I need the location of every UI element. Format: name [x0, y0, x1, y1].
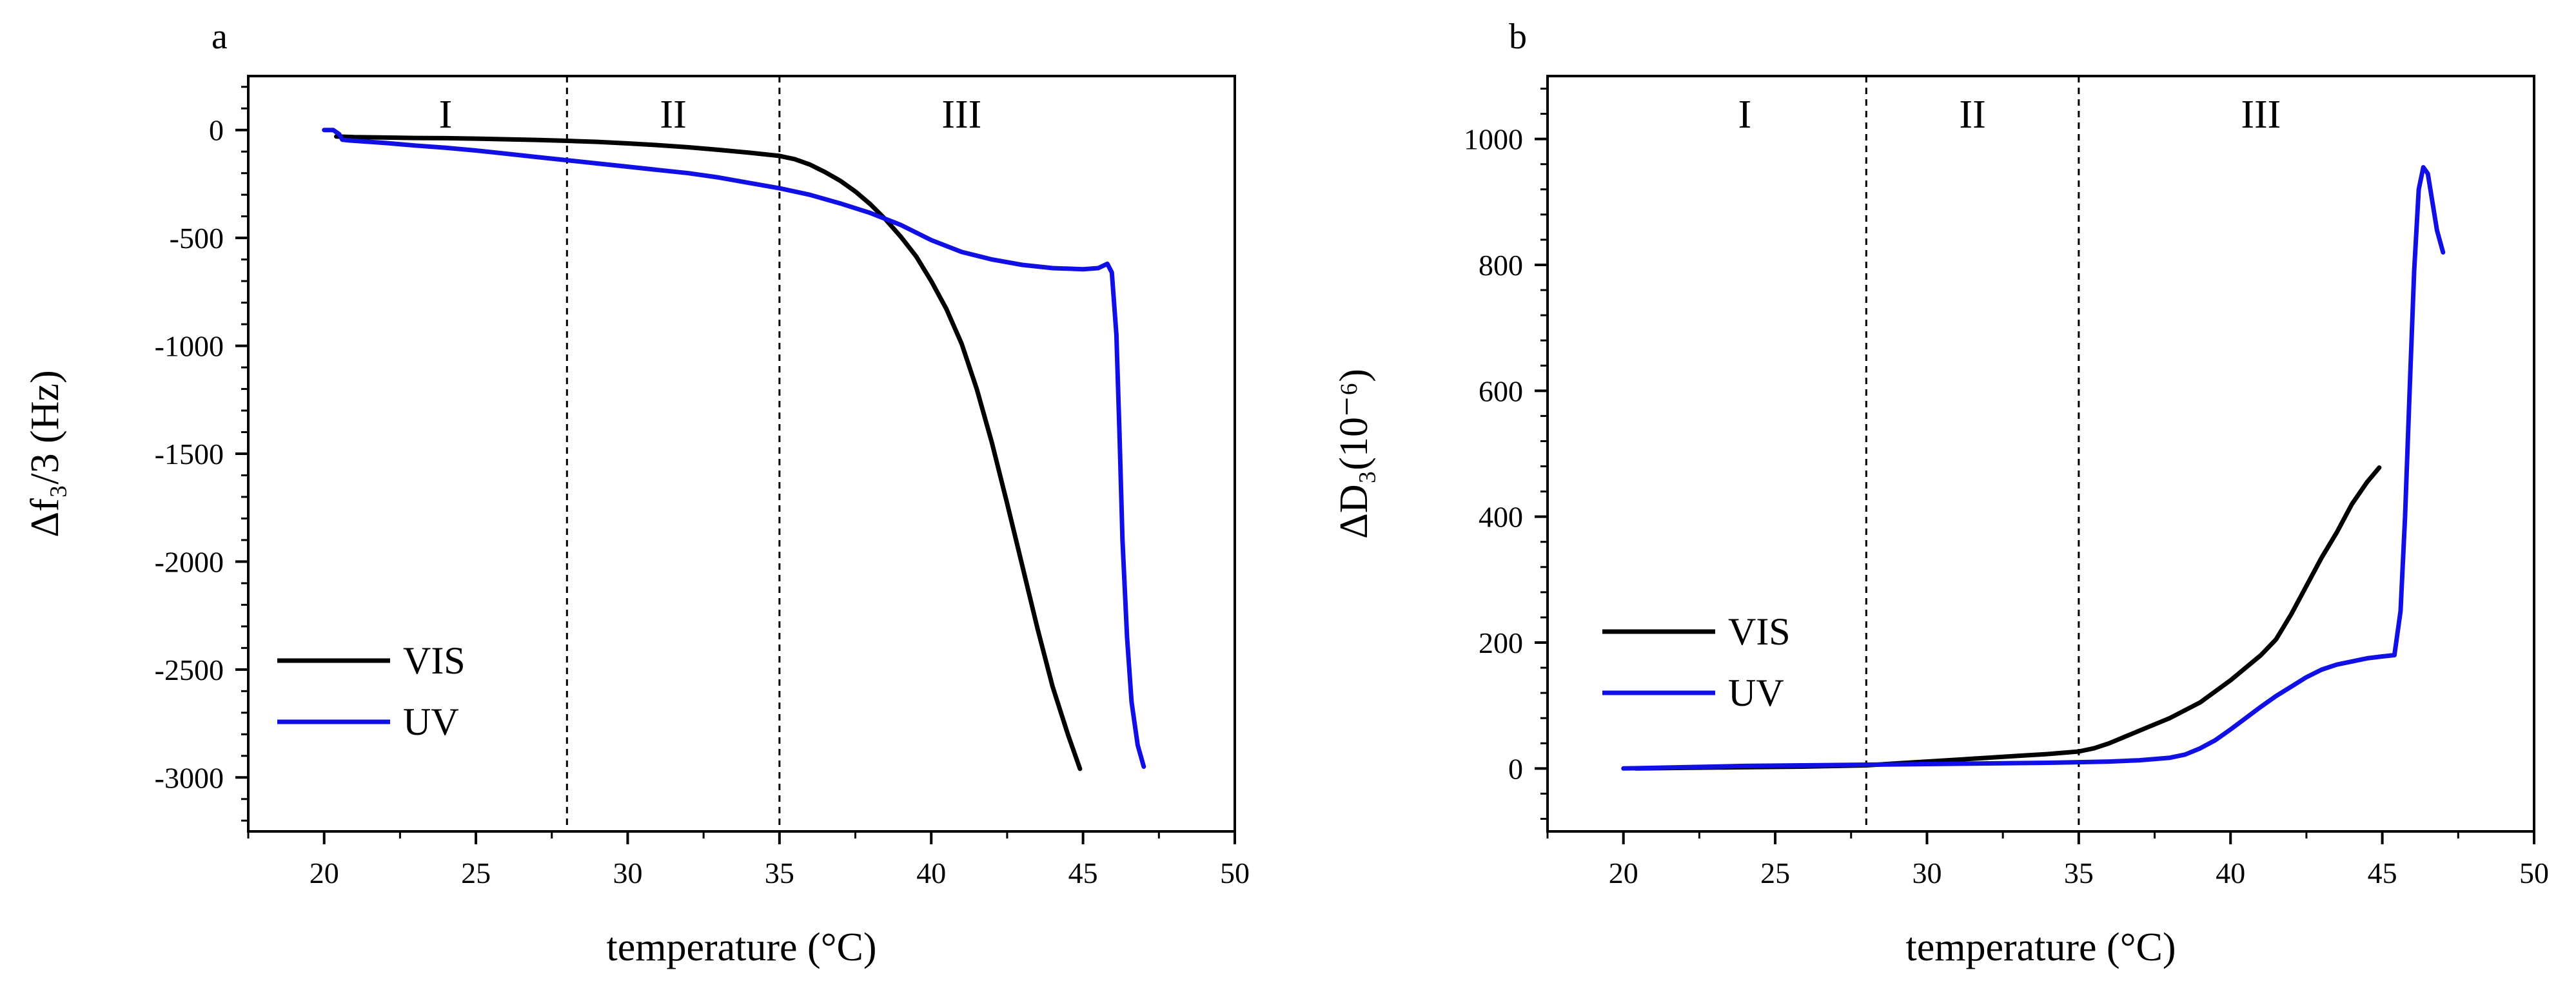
y-tick-label: 800 — [1479, 249, 1523, 282]
x-tick-label: 25 — [461, 857, 491, 889]
y-axis-title: Δf₃/3 (Hz) — [23, 370, 67, 537]
x-tick-label: 35 — [765, 857, 794, 889]
y-tick-label: 200 — [1479, 626, 1523, 659]
x-tick-label: 50 — [1220, 857, 1250, 889]
x-tick-label: 25 — [1760, 857, 1790, 889]
region-label: II — [1959, 93, 1985, 137]
region-label: I — [1738, 93, 1752, 137]
y-tick-label: 400 — [1479, 501, 1523, 534]
y-tick-label: -500 — [170, 222, 224, 255]
series-line-vis — [334, 134, 1083, 771]
region-label: III — [2241, 93, 2281, 137]
legend-label-uv: UV — [403, 701, 459, 743]
x-tick-label: 30 — [1912, 857, 1942, 889]
legend-label-vis: VIS — [1728, 610, 1791, 653]
y-tick-label: -1000 — [155, 330, 224, 363]
x-tick-label: 20 — [1609, 857, 1638, 889]
legend-label-vis: VIS — [403, 639, 466, 682]
y-tick-label: 0 — [1508, 752, 1523, 785]
region-label: I — [439, 93, 453, 137]
x-tick-label: 45 — [1068, 857, 1098, 889]
x-tick-label: 40 — [916, 857, 946, 889]
panel-letter: a — [211, 17, 228, 57]
x-tick-label: 50 — [2519, 857, 2549, 889]
y-tick-label: -2000 — [155, 545, 224, 578]
x-tick-label: 30 — [613, 857, 642, 889]
region-label: II — [660, 93, 686, 137]
x-tick-label: 40 — [2216, 857, 2245, 889]
y-tick-label: -1500 — [155, 438, 224, 470]
plot-frame — [1546, 75, 2535, 833]
series-line-uv — [1621, 165, 2446, 771]
y-tick-label: 0 — [209, 114, 224, 147]
y-tick-label: 600 — [1479, 374, 1523, 407]
y-tick-label: -3000 — [155, 761, 224, 794]
series-line-uv — [322, 128, 1146, 769]
x-axis-title: temperature (°C) — [1906, 926, 2176, 969]
x-tick-label: 20 — [310, 857, 339, 889]
x-axis-title: temperature (°C) — [607, 926, 877, 969]
y-tick-label: -2500 — [155, 654, 224, 686]
legend-label-uv: UV — [1728, 672, 1784, 714]
x-tick-label: 45 — [2368, 857, 2397, 889]
x-tick-label: 35 — [2064, 857, 2094, 889]
region-label: III — [941, 93, 981, 137]
y-axis-title: ΔD₃(10⁻⁶) — [1332, 369, 1376, 539]
panel-letter: b — [1509, 17, 1527, 57]
y-tick-label: 1000 — [1464, 123, 1523, 156]
